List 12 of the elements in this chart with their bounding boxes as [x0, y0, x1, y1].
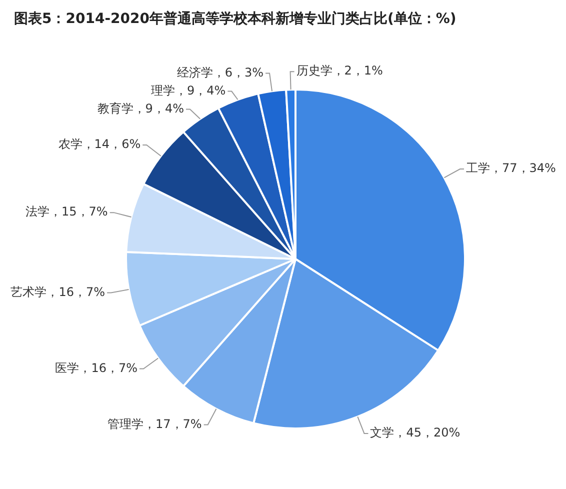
slice-label: 管理学，17，7%: [108, 416, 202, 431]
slice-label: 农学，14，6%: [58, 137, 141, 152]
slice-label: 文学，45，20%: [370, 426, 460, 440]
chart-title: 图表5：2014-2020年普通高等学校本科新增专业门类占比(单位：%): [13, 10, 458, 29]
slice-label: 工学，77，34%: [466, 161, 556, 176]
slice-label: 理学，9，4%: [150, 83, 226, 98]
slice-label: 医学，16，7%: [55, 360, 138, 375]
slice-label: 历史学，2，1%: [296, 64, 383, 78]
slice-label: 经济学，6，3%: [176, 65, 264, 80]
slice-label: 教育学，9，4%: [97, 101, 184, 116]
slice-label: 艺术学，16，7%: [10, 284, 106, 299]
slice-label: 法学，15，7%: [26, 204, 108, 219]
